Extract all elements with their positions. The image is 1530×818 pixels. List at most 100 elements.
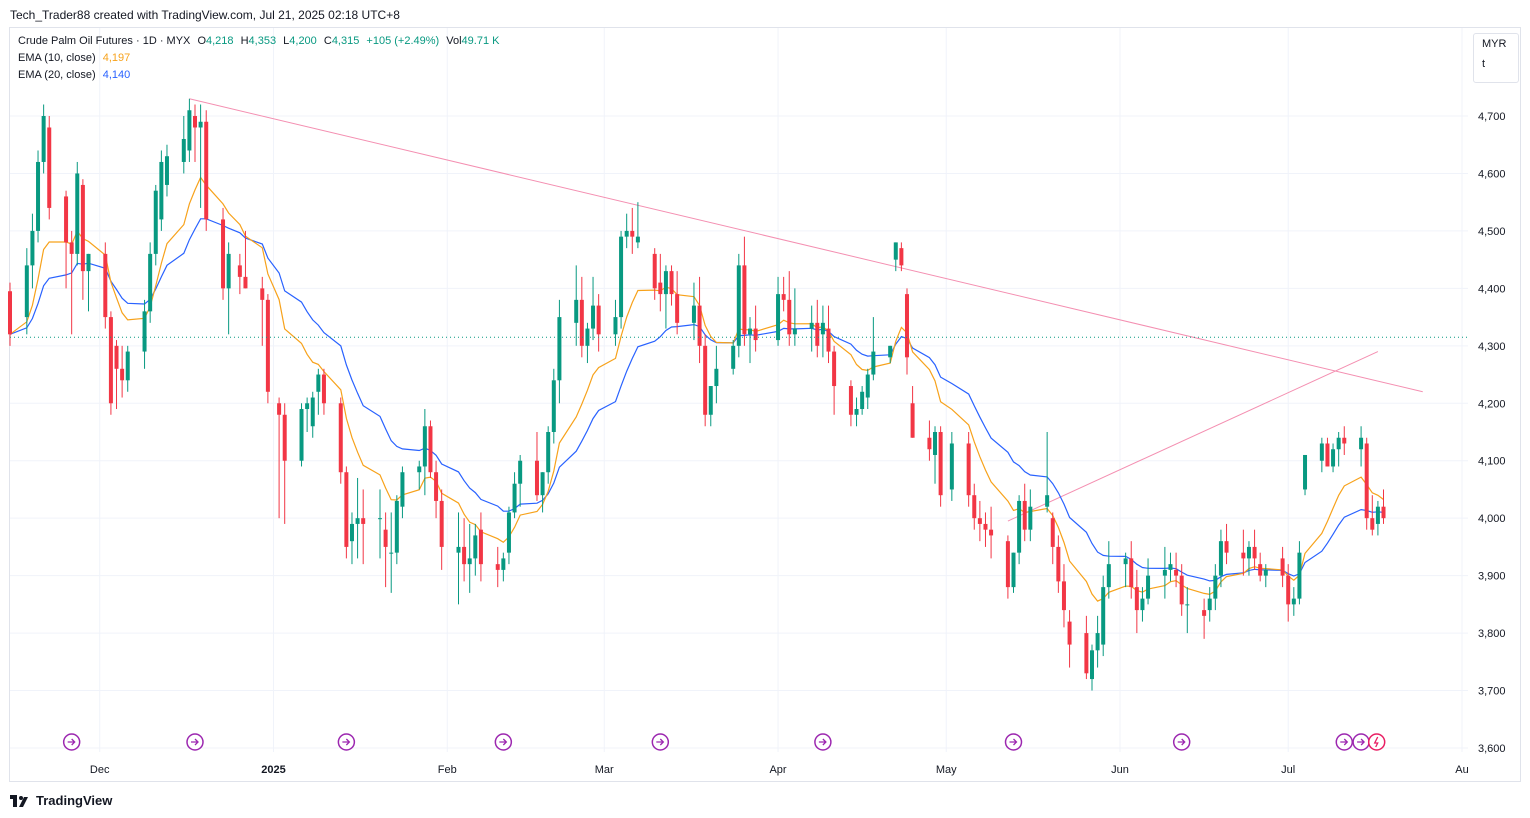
currency-unit-selector[interactable]: MYR t (1473, 33, 1519, 83)
candle-down (64, 190, 69, 289)
candle-up (1297, 541, 1302, 605)
candle-body (1011, 552, 1016, 588)
candle-body (69, 242, 74, 254)
candle-body (153, 190, 158, 254)
currency-label[interactable]: MYR (1482, 38, 1507, 50)
candle-body (1017, 500, 1022, 553)
event-arrow (818, 738, 827, 746)
candle-up (1263, 564, 1268, 588)
candle-up (1185, 587, 1190, 634)
candle-up (949, 432, 954, 501)
candle-body (501, 558, 506, 570)
candle-body (748, 328, 753, 335)
candle-body (495, 564, 500, 570)
candle-down (47, 116, 52, 220)
candle-down (1241, 529, 1246, 576)
unit-label[interactable]: t (1482, 58, 1486, 70)
chart-frame[interactable] (9, 27, 1521, 782)
dividend-event-icon (651, 733, 670, 751)
candle-body (574, 299, 579, 323)
candle-down (1370, 495, 1375, 536)
legend-ema10[interactable]: EMA (10, close) 4,197 (18, 52, 134, 64)
legend-main: Crude Palm Oil Futures · 1D · MYX O4,218… (18, 35, 503, 47)
candle-up (378, 489, 383, 559)
candle-up (198, 104, 203, 208)
x-tick-label: Dec (90, 764, 110, 776)
candle-body (826, 328, 831, 352)
candle-up (142, 299, 147, 369)
event-arrow (1177, 738, 1186, 746)
x-tick-label: May (936, 764, 957, 776)
candle-up (820, 305, 825, 358)
y-tick-label: 3,600 (1478, 743, 1506, 755)
candle-body (731, 345, 736, 369)
candle-body (1331, 449, 1336, 467)
candle-body (1241, 552, 1246, 559)
legend-ema20-label: EMA (20, close) (18, 69, 96, 81)
candle-down (972, 483, 977, 530)
candle-down (237, 253, 242, 295)
candle-body (888, 345, 893, 358)
candle-body (742, 265, 747, 335)
candle-up (736, 253, 741, 358)
candle-body (1162, 569, 1167, 576)
candle-body (1286, 575, 1291, 605)
legend-open-label: O (197, 35, 206, 47)
candle-up (417, 460, 422, 490)
candle-down (120, 345, 125, 398)
candle-body (635, 236, 640, 243)
earnings-event-icon (1367, 733, 1386, 751)
candle-body (1028, 506, 1033, 530)
candle-body (1246, 546, 1251, 559)
candle-body (120, 368, 125, 381)
y-tick-label: 4,400 (1478, 283, 1506, 295)
candle-up (422, 409, 427, 496)
candle-down (204, 110, 209, 231)
candle-down (938, 426, 943, 507)
y-tick-label: 4,700 (1478, 111, 1506, 123)
dividend-event-icon (1352, 733, 1370, 751)
legend-symbol[interactable]: Crude Palm Oil Futures · 1D · MYX (18, 35, 191, 47)
candle-down (910, 386, 915, 438)
candle-body (904, 294, 909, 358)
candle-down (596, 294, 601, 352)
grid (10, 28, 1468, 752)
legend-ema20[interactable]: EMA (20, close) 4,140 (18, 69, 134, 81)
candle-body (1101, 587, 1106, 645)
candle-up (557, 299, 562, 404)
tradingview-logo[interactable]: TradingView (10, 793, 112, 808)
legend-close-value: 4,315 (331, 35, 360, 47)
y-tick-label: 4,100 (1478, 456, 1506, 468)
candle-body (966, 443, 971, 496)
candle-body (663, 271, 668, 295)
candle-body (1146, 575, 1151, 599)
candle-up (1291, 587, 1296, 616)
candle-body (1129, 558, 1134, 588)
legend-open-value: 4,218 (206, 35, 234, 47)
candle-body (316, 374, 321, 392)
candle-body (47, 127, 52, 208)
candle-down (1381, 489, 1386, 524)
candle-up (1207, 587, 1212, 622)
candle-body (820, 322, 825, 335)
candle-body (400, 472, 405, 507)
x-tick-label: Mar (595, 764, 614, 776)
candle-down (260, 276, 265, 346)
candle-up (748, 317, 753, 364)
candle-body (596, 305, 601, 335)
candle-body (422, 426, 427, 467)
candle-up (355, 477, 360, 559)
candle-body (809, 322, 814, 329)
candle-body (697, 305, 702, 346)
candle-up (663, 265, 668, 329)
candle-body (546, 432, 551, 473)
candle-body (703, 345, 708, 415)
candle-down (1252, 529, 1257, 570)
candle-body (198, 121, 203, 128)
candle-body (949, 443, 954, 490)
candle-down (1084, 615, 1089, 680)
candle-body (551, 380, 556, 432)
candle-down (193, 104, 198, 162)
legend-low-value: 4,200 (289, 35, 317, 47)
